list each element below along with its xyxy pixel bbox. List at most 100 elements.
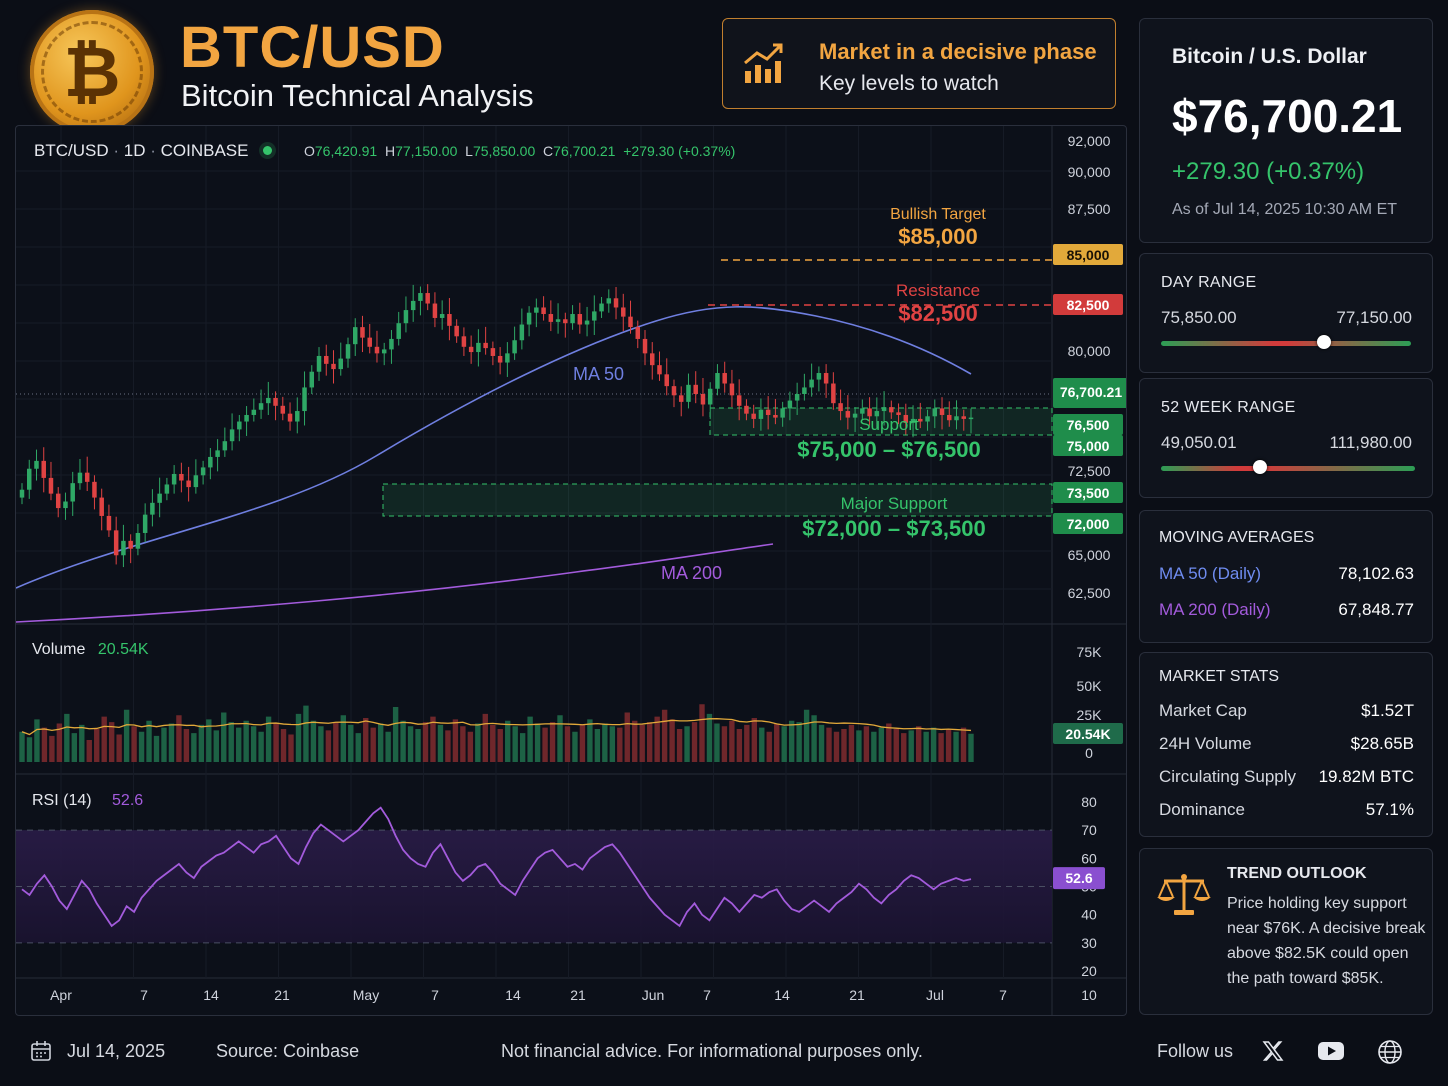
volume-bar: [736, 729, 743, 762]
major-support-range: $72,000 – $73,500: [802, 516, 986, 541]
candle: [237, 421, 242, 430]
candle: [439, 314, 445, 318]
x-tick-label: 14: [774, 987, 790, 1003]
volume-bar: [923, 731, 929, 762]
support-range: $75,000 – $76,500: [797, 437, 981, 462]
candle: [736, 395, 742, 406]
market-stats-card: MARKET STATS Market Cap $1.52T 24H Volum…: [1139, 652, 1433, 837]
footer-source: Source: Coinbase: [216, 1041, 360, 1061]
volume-bar: [796, 722, 802, 762]
candle: [548, 314, 554, 322]
stat-row: Circulating Supply 19.82M BTC: [1159, 767, 1414, 787]
bullish-target-tag-bg: [1053, 244, 1123, 265]
stat-row: Dominance 57.1%: [1159, 800, 1414, 820]
candle: [954, 416, 959, 421]
ma200-row-label: MA 200 (Daily): [1159, 600, 1271, 619]
rsi-line-path: [21, 806, 972, 928]
volume-bar: [557, 715, 563, 762]
phase-title: Market in a decisive phase: [819, 39, 1097, 64]
volume-bar: [908, 730, 914, 762]
candle: [295, 411, 300, 422]
price-chart[interactable]: 92,000 90,000 87,500 80,000 72,500 65,000 62,5…: [16, 126, 1126, 1015]
volume-bar: [676, 729, 683, 762]
candle: [563, 319, 568, 324]
price-chart-panel[interactable]: 92,000 90,000 87,500 80,000 72,500 65,000 62,5…: [15, 125, 1127, 1016]
candle: [142, 514, 148, 533]
candle: [722, 373, 727, 384]
candle: [505, 353, 510, 363]
volume-bar: [945, 729, 952, 762]
candle: [410, 300, 416, 311]
candle: [678, 395, 684, 402]
candle: [403, 310, 409, 324]
candle: [541, 307, 546, 315]
ohlc-change: +279.30 (+0.37%): [623, 143, 736, 159]
volume-header: Volume 20.54K: [32, 641, 149, 659]
volume-bar: [258, 731, 264, 762]
candle: [570, 314, 575, 324]
page-title: BTC/USD: [180, 15, 445, 80]
volume-bar: [587, 719, 593, 762]
candle: [780, 408, 785, 418]
volume-bar: [841, 729, 847, 762]
volume-bar: [310, 720, 317, 762]
candle: [432, 303, 438, 318]
volume-bar: [482, 713, 488, 762]
ma200-row-value: 67,848.77: [1338, 600, 1414, 619]
candle: [352, 327, 358, 345]
candle: [932, 408, 938, 417]
volume-bar: [564, 726, 571, 762]
volume-bar: [751, 718, 757, 762]
volume-bar: [19, 731, 25, 762]
ma200-row: MA 200 (Daily) 67,848.77: [1159, 600, 1414, 620]
candle: [657, 365, 662, 375]
candle: [903, 414, 909, 423]
ma50-label: MA 50: [573, 364, 625, 384]
candle: [968, 417, 974, 420]
volume-bar: [893, 729, 899, 762]
volume-bar: [527, 716, 533, 762]
volume-bar: [960, 727, 967, 762]
rsi-line: [16, 806, 1052, 944]
volume-bar: [280, 729, 287, 762]
candle: [642, 338, 648, 354]
candle: [229, 429, 235, 442]
volume-bar: [101, 716, 107, 762]
volume-bar: [833, 731, 840, 762]
x-tick-label: 21: [274, 987, 290, 1003]
candle: [686, 384, 691, 402]
youtube-icon[interactable]: [1317, 1040, 1345, 1062]
volume-bar: [363, 718, 369, 762]
candle: [121, 540, 126, 556]
chart-axes: 92,000 90,000 87,500 80,000 72,500 65,000 62,5…: [50, 133, 1126, 1003]
volume-bar: [123, 709, 130, 762]
support-annotation: Support $75,000 – $76,500: [796, 415, 982, 463]
stat-row: 24H Volume $28.65B: [1159, 734, 1414, 754]
interval[interactable]: 1D: [123, 141, 146, 160]
globe-icon[interactable]: [1377, 1039, 1403, 1065]
volume-bar: [333, 722, 339, 762]
volume-bar: [632, 720, 638, 762]
volume-bar: [766, 731, 772, 762]
volume-bar: [206, 719, 212, 762]
x-tick-label: 14: [505, 987, 521, 1003]
price-tick-label: 65,000: [1068, 547, 1111, 563]
volume-tick-label: 75K: [1077, 644, 1103, 660]
major-support-high-tag-bg: [1053, 482, 1123, 503]
volume-bar: [273, 723, 279, 762]
volume-last-tag: 20.54K: [1065, 726, 1110, 742]
candle: [526, 312, 532, 325]
candle: [179, 473, 184, 481]
candle: [345, 344, 351, 359]
candle: [939, 408, 945, 415]
volume-bar: [138, 731, 145, 762]
x-tick-label: 21: [570, 987, 586, 1003]
volume-bar: [385, 731, 391, 762]
x-twitter-icon[interactable]: [1261, 1039, 1285, 1063]
price-tick-label: 92,000: [1068, 133, 1111, 149]
candle: [70, 483, 75, 502]
ma200-line: [16, 543, 774, 623]
stat-label: Market Cap: [1159, 701, 1247, 720]
candle: [707, 388, 713, 405]
x-tick-label: 7: [703, 987, 711, 1003]
